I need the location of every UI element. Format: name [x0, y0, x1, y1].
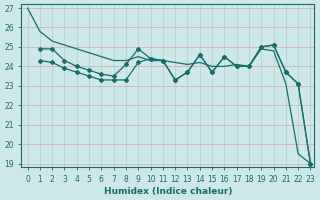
X-axis label: Humidex (Indice chaleur): Humidex (Indice chaleur) [104, 187, 232, 196]
